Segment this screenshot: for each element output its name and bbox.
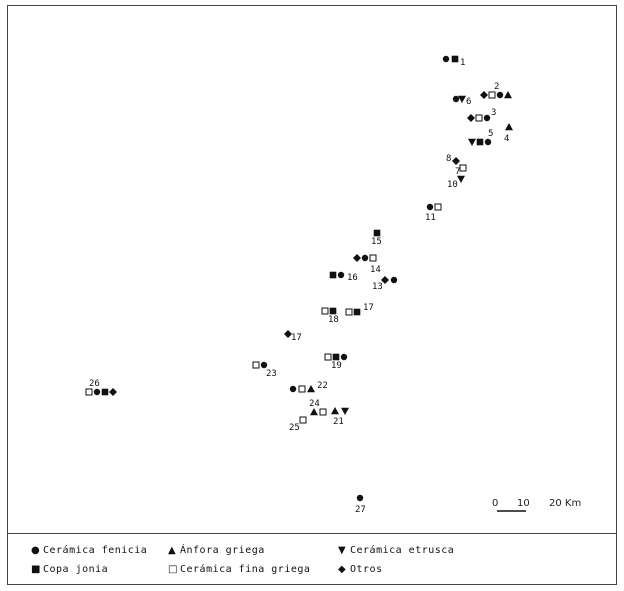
site-number-label: 18	[328, 315, 339, 325]
site-number-label: 8	[446, 154, 451, 164]
site-number-label: 19	[331, 361, 342, 371]
filled-square-icon	[476, 138, 484, 146]
scale-bar-label: 0	[492, 498, 498, 509]
diamond-icon	[381, 276, 389, 284]
circle-icon	[452, 95, 460, 103]
site-number-label: 14	[370, 265, 381, 275]
open-square-icon	[299, 416, 307, 424]
open-square-icon	[345, 308, 353, 316]
site-number-label: 4	[504, 134, 509, 144]
site-number-label: 26	[89, 379, 100, 389]
circle-icon	[356, 494, 364, 502]
triangle-up-icon	[331, 407, 339, 415]
circle-icon	[93, 388, 101, 396]
circle-icon	[337, 271, 345, 279]
site-number-label: 6	[466, 97, 471, 107]
circle-icon	[289, 385, 297, 393]
site-number-label: 24	[309, 399, 320, 409]
circle-icon	[442, 55, 450, 63]
circle-icon	[496, 91, 504, 99]
filled-square-icon	[101, 388, 109, 396]
open-square-icon	[475, 114, 483, 122]
triangle-down-icon	[458, 95, 466, 103]
site-number-label: 13	[372, 282, 383, 292]
site-number-label: 25	[289, 423, 300, 433]
open-square-icon	[488, 91, 496, 99]
site-number-label: 15	[371, 237, 382, 247]
scale-bar-label: 20 Km	[549, 498, 581, 509]
site-number-label: 27	[355, 505, 366, 515]
site-number-label: 10	[447, 180, 458, 190]
site-number-label: 17	[363, 303, 374, 313]
site-number-label: 22	[317, 381, 328, 391]
open-square-icon	[321, 307, 329, 315]
site-number-label: 7	[455, 167, 460, 177]
circle-icon	[361, 254, 369, 262]
site-number-label: 23	[266, 369, 277, 379]
site-number-label: 5	[488, 129, 493, 139]
filled-square-icon	[329, 271, 337, 279]
filled-square-icon	[329, 307, 337, 315]
triangle-down-icon	[468, 138, 476, 146]
open-square-icon	[298, 385, 306, 393]
diamond-icon	[467, 114, 475, 122]
site-number-label: 16	[347, 273, 358, 283]
site-number-label: 3	[491, 108, 496, 118]
circle-icon	[390, 276, 398, 284]
open-square-icon	[369, 254, 377, 262]
open-square-icon	[252, 361, 260, 369]
open-square-icon	[319, 408, 327, 416]
filled-square-icon	[353, 308, 361, 316]
site-number-label: 2	[494, 82, 499, 92]
triangle-down-icon	[457, 175, 465, 183]
triangle-up-icon	[310, 408, 318, 416]
diamond-icon	[353, 254, 361, 262]
open-square-icon	[85, 388, 93, 396]
filled-square-icon	[373, 229, 381, 237]
site-number-label: 1	[460, 58, 465, 68]
open-square-icon	[459, 164, 467, 172]
scale-bar-label: 10	[517, 498, 530, 509]
legend-divider	[7, 533, 617, 534]
circle-icon	[483, 114, 491, 122]
site-number-label: 17	[291, 333, 302, 343]
open-square-icon	[434, 203, 442, 211]
circle-icon	[426, 203, 434, 211]
diamond-icon	[480, 91, 488, 99]
open-square-icon	[324, 353, 332, 361]
site-number-label: 21	[333, 417, 344, 427]
diamond-icon	[284, 330, 292, 338]
circle-icon	[484, 138, 492, 146]
triangle-up-icon	[504, 91, 512, 99]
triangle-down-icon	[341, 407, 349, 415]
filled-square-icon	[332, 353, 340, 361]
site-number-label: 11	[425, 213, 436, 223]
triangle-up-icon	[505, 123, 513, 131]
diamond-icon	[452, 157, 460, 165]
circle-icon	[340, 353, 348, 361]
map-frame	[7, 5, 617, 585]
filled-square-icon	[451, 55, 459, 63]
triangle-up-icon	[307, 385, 315, 393]
diamond-icon	[109, 388, 117, 396]
circle-icon	[260, 361, 268, 369]
